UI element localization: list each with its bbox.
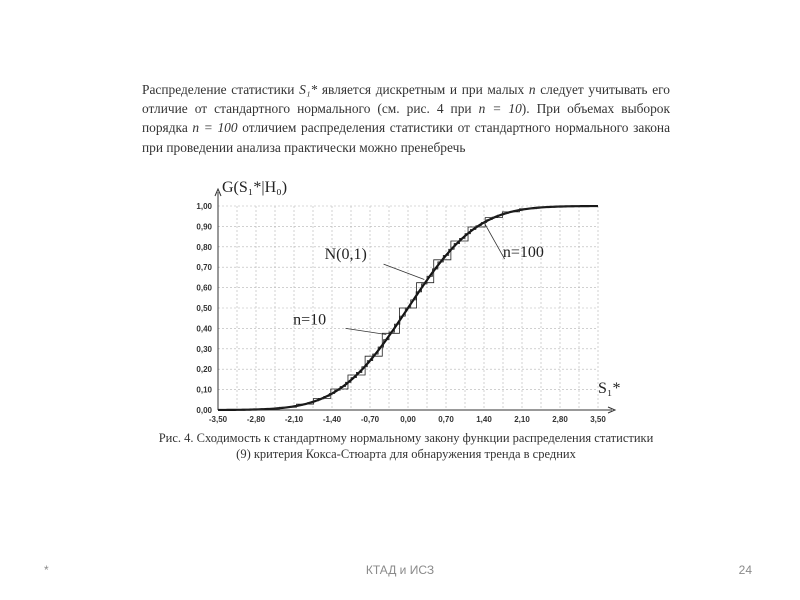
y-axis-label: G(S₁*|H₀)	[222, 179, 287, 196]
stat-symbol: S₁*	[299, 82, 318, 97]
chart-grid	[217, 205, 599, 411]
figure-caption: Рис. 4. Сходимость к стандартному нормал…	[142, 430, 670, 462]
para-text-1: Распределение статистики	[142, 82, 300, 97]
x-tick-label: 3,50	[590, 415, 606, 424]
annotation-leaders	[345, 222, 505, 335]
y-tick-label: 0,10	[196, 386, 212, 395]
x-tick-label: 2,80	[552, 415, 568, 424]
y-tick-label: 0,00	[196, 406, 212, 415]
series-step-0.1	[217, 205, 598, 411]
x-axis-label: S₁*	[598, 380, 620, 397]
annotation-normal: N(0,1)	[325, 246, 367, 263]
n100-expr: n = 100	[192, 120, 238, 136]
y-tick-label: 0,20	[196, 365, 212, 374]
chart-axes	[214, 187, 617, 414]
footer-title: КТАД и ИСЗ	[365, 563, 435, 577]
x-tick-label: 0,70	[438, 415, 454, 424]
y-tick-label: 0,70	[196, 263, 212, 272]
x-tick-label: -3,50	[209, 415, 228, 424]
x-tick-label: 1,40	[476, 415, 492, 424]
caption-line-2: (9) критерия Кокса-Стюарта для обнаружен…	[236, 447, 576, 461]
y-tick-labels: 0,00 0,10 0,20 0,30 0,40 0,50 0,60 0,70 0,80 0,90…	[196, 202, 212, 415]
page-number: 24	[738, 563, 752, 577]
body-paragraph: Распределение статистики S₁* является ди…	[142, 80, 670, 157]
annotation-n10: n=10	[293, 311, 326, 328]
n-symbol: n	[528, 82, 536, 97]
annotation-n100: n=100	[503, 244, 544, 261]
para-text-5: отличием распределения статистики от ста…	[142, 120, 671, 155]
x-tick-label: -2,10	[285, 415, 304, 424]
y-axis-arrow	[214, 187, 222, 197]
y-tick-label: 0,50	[196, 304, 212, 313]
leader-n100	[483, 222, 505, 260]
y-tick-label: 1,00	[196, 202, 212, 211]
leader-n10	[345, 328, 387, 335]
caption-line-1: Рис. 4. Сходимость к стандартному нормал…	[158, 431, 654, 445]
y-tick-label: 0,80	[196, 243, 212, 252]
para-text-4: ). При объемах выборок порядка	[142, 101, 670, 136]
n10-expr: n = 10	[478, 101, 522, 117]
y-tick-label: 0,90	[196, 222, 212, 231]
x-axis-arrow	[607, 406, 617, 414]
x-tick-labels: -3,50 -2,80 -2,10 -1,40 -0,70 0,00 0,70 1,40 2,1…	[209, 415, 606, 424]
y-tick-label: 0,30	[196, 345, 212, 354]
footer-star: *	[44, 563, 49, 577]
x-tick-label: 2,10	[514, 415, 530, 424]
y-tick-label: 0,60	[196, 284, 212, 293]
leader-normal	[383, 263, 425, 280]
para-text-3: следует учитывать его отличие от стандар…	[142, 82, 670, 117]
chart-curves	[217, 204, 598, 412]
para-text-2: является дискретным и при малых	[317, 82, 529, 97]
y-tick-label: 0,40	[196, 324, 212, 333]
x-tick-label: -1,40	[323, 415, 342, 424]
x-tick-label: -2,80	[247, 415, 266, 424]
x-tick-label: 0,00	[400, 415, 416, 424]
x-tick-label: -0,70	[361, 415, 380, 424]
